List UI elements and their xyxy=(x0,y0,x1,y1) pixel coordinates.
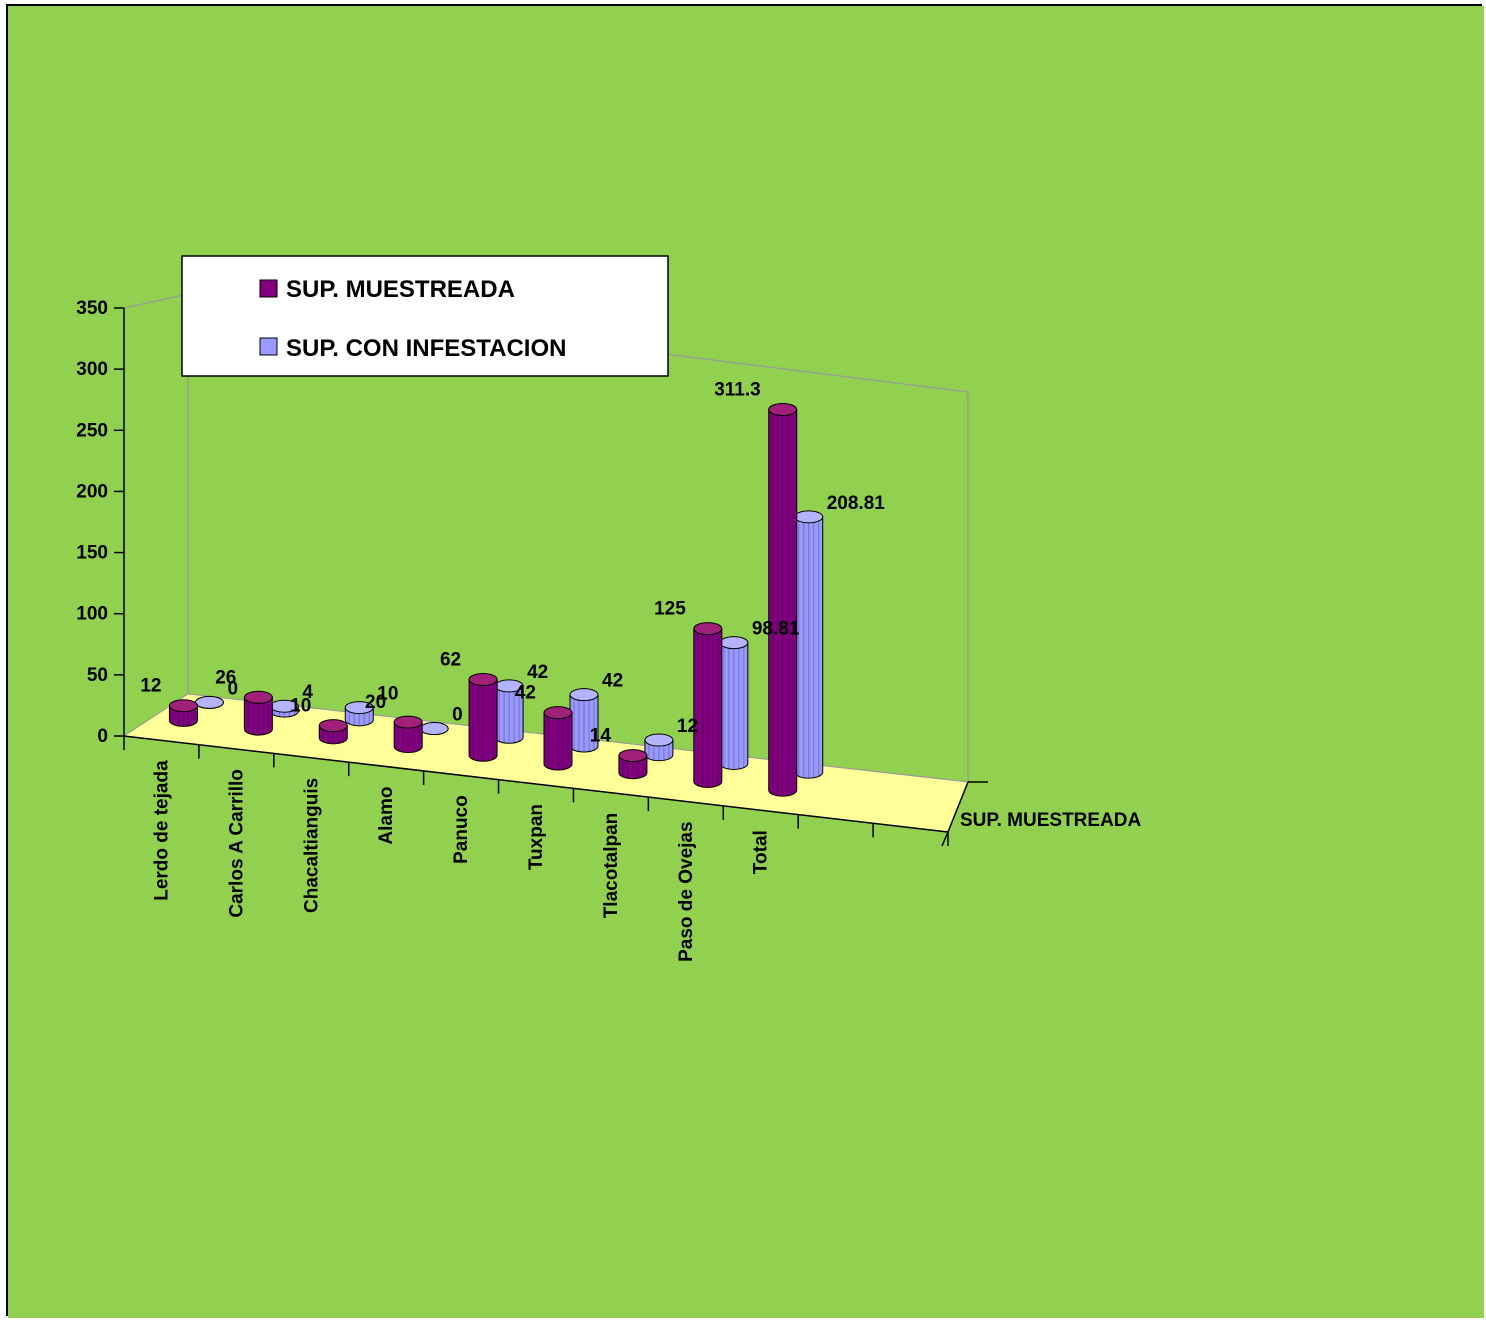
depth-tick-mark xyxy=(941,831,949,847)
data-label-series-1: 14 xyxy=(590,726,612,747)
data-label-series-2: 98.81 xyxy=(752,619,800,640)
bar-top xyxy=(569,688,599,702)
bar-series-1 xyxy=(393,715,423,754)
bar-series-2 xyxy=(794,510,824,779)
bar-series-1 xyxy=(618,749,648,780)
bar-series-2 xyxy=(644,733,674,762)
data-label-series-2: 0 xyxy=(227,678,238,699)
legend-swatch-series-2 xyxy=(259,337,278,356)
bar-body xyxy=(693,628,723,788)
data-label-series-1: 125 xyxy=(654,599,686,620)
bar-top xyxy=(543,706,573,720)
bar-series-2 xyxy=(194,695,224,709)
depth-axis-line xyxy=(947,781,969,833)
data-label-series-2: 208.81 xyxy=(827,493,886,514)
bar-body xyxy=(243,696,273,736)
side-wall xyxy=(123,293,189,738)
bar-top xyxy=(419,722,449,736)
data-label-series-1: 20 xyxy=(365,692,386,713)
bar-top xyxy=(693,622,723,636)
data-label-series-2: 42 xyxy=(527,662,548,683)
x-tick-label: Total xyxy=(751,830,772,874)
bar-top xyxy=(194,695,224,709)
y-tick-label: 0 xyxy=(97,726,108,747)
bar-top xyxy=(618,749,648,763)
x-axis-line xyxy=(123,735,949,833)
data-label-series-2: 10 xyxy=(377,684,398,705)
bar-series-2 xyxy=(419,722,449,736)
bar-series-2 xyxy=(269,699,299,718)
bar-top xyxy=(768,403,798,417)
bar-top xyxy=(794,510,824,524)
data-label-series-1: 62 xyxy=(440,649,461,670)
data-label-series-1: 311.3 xyxy=(714,380,761,401)
bar-series-1 xyxy=(168,699,198,727)
bar-series-1 xyxy=(693,622,723,788)
bar-top xyxy=(243,690,273,704)
y-tick-label: 100 xyxy=(76,604,108,625)
legend-label-series-1: SUP. MUESTREADA xyxy=(286,276,515,303)
x-tick-label: Chacaltianguis xyxy=(301,778,322,913)
bar-body xyxy=(768,409,798,797)
depth-axis-label: SUP. MUESTREADA xyxy=(960,810,1142,831)
bar-top xyxy=(468,672,498,686)
bar-series-1 xyxy=(318,719,348,745)
y-tick-label: 50 xyxy=(87,665,108,686)
y-tick-label: 350 xyxy=(76,298,108,319)
y-tick-label: 200 xyxy=(76,481,108,502)
x-tick-label: Carlos A Carrillo xyxy=(226,769,247,918)
bar-series-1 xyxy=(468,672,498,762)
x-tick-label: Tuxpan xyxy=(526,804,547,870)
chart-legend: SUP. MUESTREADA SUP. CON INFESTACION xyxy=(181,255,669,377)
y-tick-label: 250 xyxy=(76,420,108,441)
bar-body xyxy=(543,712,573,771)
data-label-series-2: 42 xyxy=(602,671,623,692)
bar-body xyxy=(468,678,498,762)
bar-top xyxy=(719,636,749,650)
x-tick-label: Alamo xyxy=(376,787,397,845)
bar-body xyxy=(618,755,648,780)
bar-body xyxy=(393,721,423,754)
bar-series-1 xyxy=(768,403,798,797)
bar-top xyxy=(393,715,423,729)
x-tick-label: Paso de Ovejas xyxy=(676,821,697,961)
data-label-series-2: 12 xyxy=(677,716,698,737)
data-label-series-1: 42 xyxy=(515,683,536,704)
data-label-series-2: 0 xyxy=(452,705,463,726)
y-tick-label: 300 xyxy=(76,359,108,380)
chart-bars xyxy=(168,403,824,797)
data-label-series-2: 4 xyxy=(302,682,313,703)
legend-box xyxy=(181,255,669,377)
chart-area: 0 50 100 150 200 250 300 350 Lerdo de tejada Carl… xyxy=(6,4,1484,1318)
data-label-series-1: 26 xyxy=(215,667,236,688)
bar-series-1 xyxy=(543,706,573,771)
bar-series-1 xyxy=(243,690,273,736)
bar-series-2 xyxy=(344,701,374,727)
x-tick-label: Lerdo de tejada xyxy=(151,760,172,901)
bar-series-2 xyxy=(719,636,749,770)
bar-top xyxy=(344,701,374,715)
legend-swatch-series-1 xyxy=(259,279,278,298)
x-tick-label: Panuco xyxy=(451,795,472,864)
bar-top xyxy=(644,733,674,747)
bar-top xyxy=(318,719,348,733)
y-tick-label: 150 xyxy=(76,543,108,564)
bar-top xyxy=(168,699,198,713)
data-label-series-1: 10 xyxy=(290,696,311,717)
legend-label-series-2: SUP. CON INFESTACION xyxy=(286,335,566,362)
x-tick-label: Tlacotalpan xyxy=(601,813,622,919)
data-label-series-1: 12 xyxy=(140,676,161,697)
